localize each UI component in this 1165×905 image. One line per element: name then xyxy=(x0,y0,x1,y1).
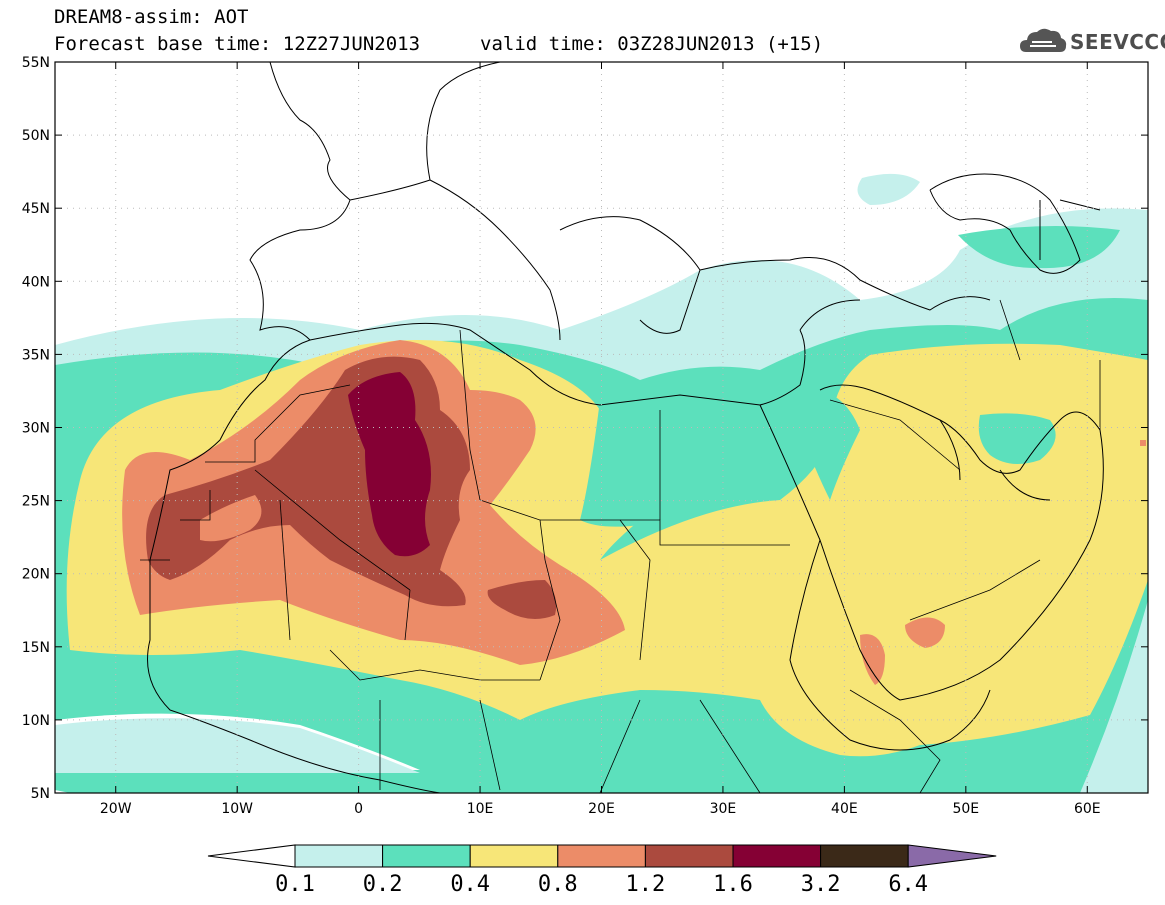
aot-level-0-1-north xyxy=(857,173,920,205)
colorbar-segment xyxy=(557,844,646,868)
lon-tick-label: 30E xyxy=(710,801,737,817)
colorbar-segment xyxy=(382,844,471,868)
lat-tick-label: 25N xyxy=(22,494,50,510)
lat-tick-label: 55N xyxy=(22,55,50,71)
logo-text: SEEVCCC xyxy=(1070,30,1165,54)
lon-tick-label: 0 xyxy=(354,801,363,817)
colorbar-level-label: 1.6 xyxy=(713,872,753,897)
colorbar-segment xyxy=(644,844,734,868)
lon-tick-label: 20E xyxy=(588,801,615,817)
lon-tick-label: 10E xyxy=(467,801,494,817)
gridlines xyxy=(55,62,1148,793)
colorbar-level-label: 0.2 xyxy=(363,872,403,897)
map-title: DREAM8-assim: AOT xyxy=(54,6,249,28)
lat-tick-label: 10N xyxy=(22,713,50,729)
valid-time: valid time: 03Z28JUN2013 (+15) xyxy=(480,33,824,55)
cloud-icon xyxy=(1020,28,1067,52)
lat-tick-label: 15N xyxy=(22,640,50,656)
colorbar-level-label: 0.4 xyxy=(450,872,490,897)
colorbar-level-label: 3.2 xyxy=(801,872,841,897)
aot-level-1-6 xyxy=(348,372,431,557)
lon-tick-label: 60E xyxy=(1074,801,1101,817)
coastlines xyxy=(147,62,1104,793)
latitude-axis: 55N 50N 45N 40N 35N 30N 25N 20N 15N 10N 5N xyxy=(22,55,1148,802)
colorbar-segment xyxy=(732,844,822,868)
lat-tick-label: 5N xyxy=(31,786,50,802)
colorbar-low-arrow xyxy=(207,844,296,868)
lon-tick-label: 40E xyxy=(831,801,858,817)
lat-tick-label: 50N xyxy=(22,128,50,144)
lat-tick-label: 40N xyxy=(22,274,50,290)
lat-tick-label: 20N xyxy=(22,567,50,583)
lat-tick-label: 45N xyxy=(22,201,50,217)
lat-tick-label: 30N xyxy=(22,421,50,437)
colorbar-level-label: 0.8 xyxy=(538,872,578,897)
lon-tick-label: 50E xyxy=(952,801,979,817)
lon-tick-label: 10W xyxy=(221,801,253,817)
colorbar-segment xyxy=(294,844,384,868)
lon-tick-label: 20W xyxy=(100,801,132,817)
colorbar-segment xyxy=(469,844,559,868)
colorbar-level-label: 0.1 xyxy=(275,872,315,897)
seevccc-logo: SEEVCCC xyxy=(1018,24,1165,58)
aot-colorbar: 0.1 0.2 0.4 0.8 1.2 1.6 3.2 6.4 xyxy=(207,844,997,897)
forecast-base-time: Forecast base time: 12Z27JUN2013 xyxy=(54,33,421,55)
colorbar-level-label: 6.4 xyxy=(888,872,928,897)
lat-tick-label: 35N xyxy=(22,347,50,363)
colorbar-level-label: 1.2 xyxy=(626,872,666,897)
longitude-axis: 20W 10W 0 10E 20E 30E 40E 50E 60E xyxy=(100,62,1101,817)
colorbar-segment xyxy=(820,844,909,868)
colorbar-high-arrow xyxy=(907,844,997,868)
